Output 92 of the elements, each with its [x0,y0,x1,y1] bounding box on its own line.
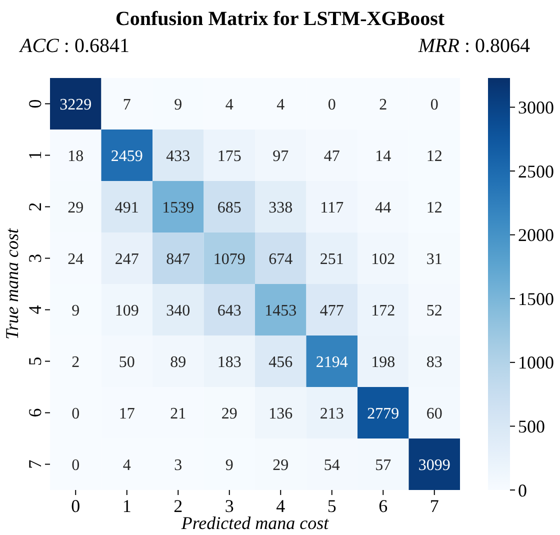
data-label: 0 [328,96,336,114]
data-label: 109 [114,302,139,320]
y-tick-label: 4 [25,305,45,314]
data-label: 251 [320,250,344,268]
data-label: 491 [114,199,139,216]
color-bar-label: 500 [518,416,545,437]
data-label: 102 [371,250,396,268]
data-label: 57 [375,456,392,474]
data-label: 50 [118,354,135,371]
data-label: 643 [217,302,242,320]
y-tick-label: 6 [25,408,45,418]
data-label: 4 [122,456,131,474]
data-label: 12 [426,148,442,165]
data-label: 456 [268,354,293,371]
data-label: 3 [174,456,182,474]
data-label: 183 [217,354,242,371]
data-label: 9 [72,302,80,320]
data-label: 847 [166,250,190,268]
data-label: 213 [320,405,344,422]
data-label: 3229 [60,96,92,114]
data-label: 3099 [418,456,450,474]
data-label: 2 [72,354,80,371]
x-tick-label: 1 [122,496,132,516]
data-label: 29 [272,456,289,474]
data-label: 1453 [264,302,297,320]
data-label: 674 [268,250,293,268]
data-label: 29 [68,199,84,216]
data-label: 117 [320,199,344,216]
y-tick-label: 1 [25,150,45,160]
data-label: 0 [72,405,80,422]
x-tick-label: 5 [327,496,336,516]
data-label: 198 [371,354,396,371]
data-label: 1079 [213,250,246,268]
y-tick-label: 5 [25,356,45,366]
data-label: 14 [375,148,392,165]
y-tick-label: 3 [25,254,45,263]
data-label: 44 [375,199,392,216]
data-label: 18 [68,148,84,165]
data-label: 31 [426,250,442,268]
color-bar-label: 2500 [518,161,554,182]
data-label: 2459 [110,148,143,165]
x-tick-label: 0 [71,496,80,516]
data-label: 47 [324,148,340,165]
data-label: 1539 [162,199,194,216]
data-label: 83 [426,354,442,371]
data-label: 433 [166,148,190,165]
color-bar-label: 3000 [518,98,554,118]
data-label: 172 [371,302,396,320]
data-label: 54 [324,456,340,474]
data-label: 9 [174,96,182,114]
data-label: 7 [122,96,131,114]
data-label: 685 [217,199,242,216]
data-label: 21 [170,405,186,422]
data-label: 175 [217,148,242,165]
chart-title: Confusion Matrix for LSTM-XGBoost [115,8,445,30]
data-label: 24 [68,250,84,268]
data-label: 17 [118,405,135,422]
text: MRR : 0.8064 [417,35,530,57]
data-label: 52 [426,302,442,320]
x-tick-label: 3 [224,496,234,516]
y-tick-label: 0 [25,99,45,108]
data-label: 29 [221,405,238,422]
color-bar-label: 0 [518,480,527,500]
data-label: 136 [268,405,293,422]
data-label: 2779 [367,405,400,422]
data-label: 340 [166,302,190,320]
data-label: 2 [379,96,388,114]
data-label: 0 [72,456,80,474]
color-bar-label: 2000 [518,225,554,246]
color-bar-label: 1000 [518,352,554,373]
data-label: 2194 [316,354,348,371]
y-axis-title: True mana cost [2,228,22,340]
x-axis-title: Predicted mana cost [180,513,330,533]
y-tick-label: 7 [25,460,45,469]
data-label: 477 [320,302,344,320]
text: ACC : 0.6841 [18,35,130,57]
x-tick-label: 2 [174,496,183,516]
data-label: 89 [170,354,186,371]
x-tick-label: 6 [378,496,388,516]
data-label: 338 [268,199,293,216]
data-label: 247 [114,250,139,268]
x-tick-label: 4 [276,496,286,516]
x-tick-label: 7 [430,496,439,516]
data-label: 60 [426,405,442,422]
data-label: 9 [225,456,234,474]
data-label: 12 [426,199,442,216]
color-bar-label: 1500 [518,288,554,309]
data-label: 0 [430,96,438,114]
data-label: 4 [225,96,234,114]
data-label: 97 [272,148,289,165]
y-tick-label: 2 [25,202,45,212]
data-label: 4 [276,96,285,114]
